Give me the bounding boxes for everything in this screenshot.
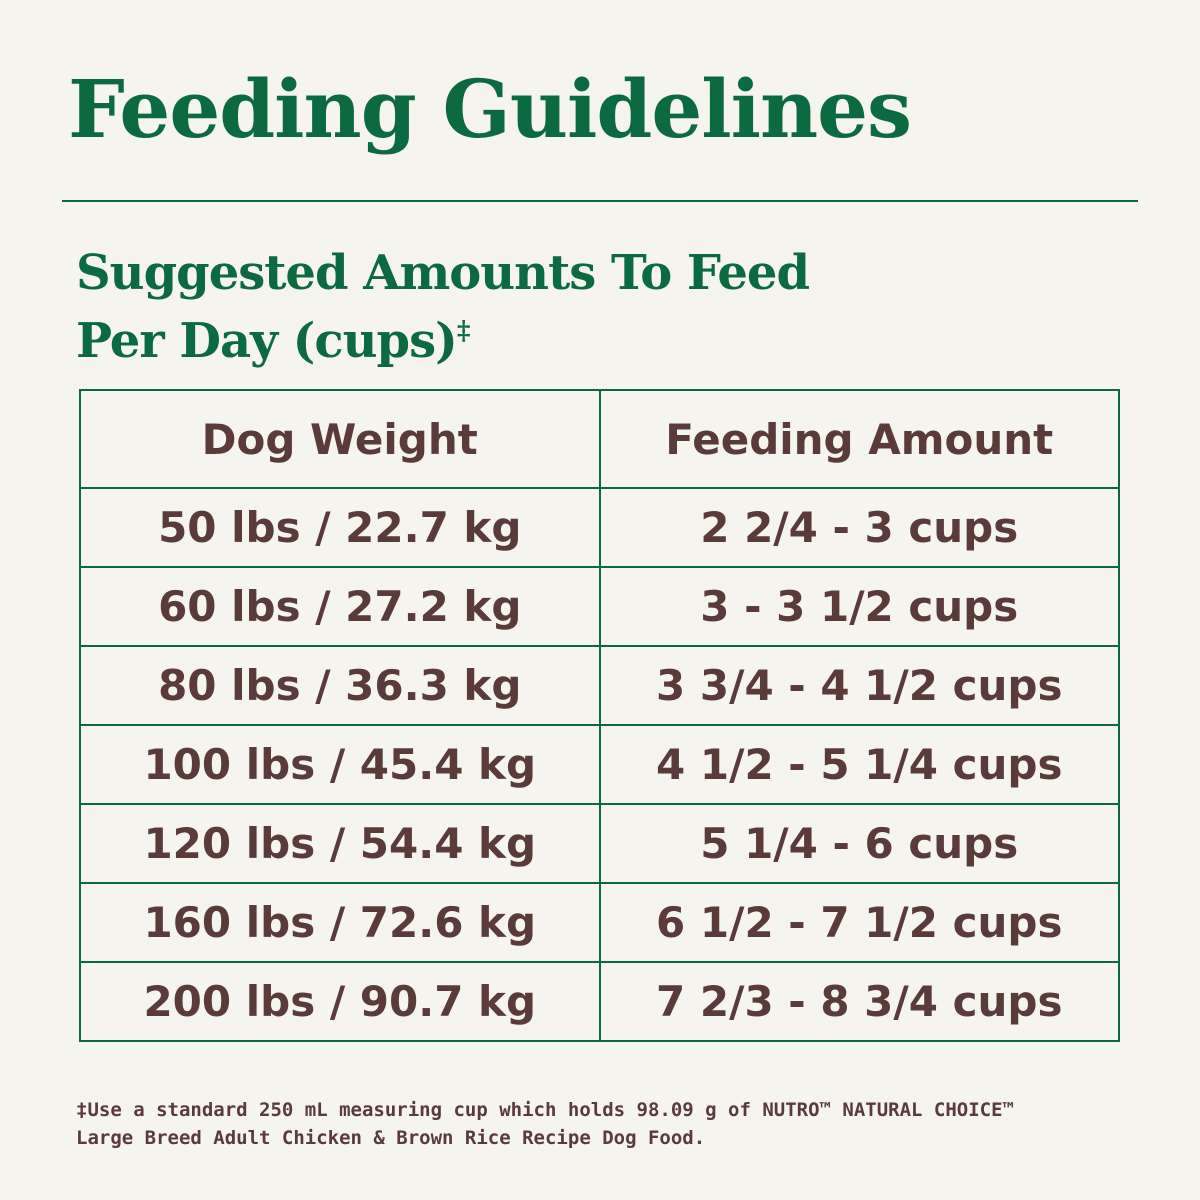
table-cell: 3 - 3 1/2 cups: [598, 566, 1120, 647]
table-cell: 4 1/2 - 5 1/4 cups: [598, 724, 1120, 805]
table-row: 160 lbs / 72.6 kg 6 1/2 - 7 1/2 cups: [79, 882, 1120, 963]
column-header: Feeding Amount: [598, 389, 1120, 489]
footnote-line: Large Breed Adult Chicken & Brown Rice R…: [76, 1127, 706, 1149]
divider: [62, 200, 1138, 202]
column-header: Dog Weight: [79, 389, 601, 489]
table-cell: 7 2/3 - 8 3/4 cups: [598, 961, 1120, 1042]
subtitle: Suggested Amounts To Feed Per Day (cups)‡: [76, 244, 810, 370]
table-cell: 100 lbs / 45.4 kg: [79, 724, 601, 805]
footnote: ‡Use a standard 250 mL measuring cup whi…: [76, 1096, 1014, 1152]
table-cell: 160 lbs / 72.6 kg: [79, 882, 601, 963]
table-row: 50 lbs / 22.7 kg 2 2/4 - 3 cups: [79, 487, 1120, 568]
footnote-line: ‡Use a standard 250 mL measuring cup whi…: [76, 1099, 1014, 1121]
table-row: 80 lbs / 36.3 kg 3 3/4 - 4 1/2 cups: [79, 645, 1120, 726]
table-cell: 6 1/2 - 7 1/2 cups: [598, 882, 1120, 963]
table-cell: 5 1/4 - 6 cups: [598, 803, 1120, 884]
table-cell: 120 lbs / 54.4 kg: [79, 803, 601, 884]
subtitle-line: Suggested Amounts To Feed: [76, 245, 810, 301]
table-cell: 3 3/4 - 4 1/2 cups: [598, 645, 1120, 726]
table-row: 200 lbs / 90.7 kg 7 2/3 - 8 3/4 cups: [79, 961, 1120, 1042]
table-row: 100 lbs / 45.4 kg 4 1/2 - 5 1/4 cups: [79, 724, 1120, 805]
feeding-table: Dog Weight Feeding Amount 50 lbs / 22.7 kg…: [79, 389, 1120, 1042]
table-cell: 80 lbs / 36.3 kg: [79, 645, 601, 726]
table-cell: 2 2/4 - 3 cups: [598, 487, 1120, 568]
table-row: 60 lbs / 27.2 kg 3 - 3 1/2 cups: [79, 566, 1120, 647]
footnote-mark: ‡: [456, 316, 471, 346]
title: Feeding Guidelines: [68, 62, 912, 156]
table-row: 120 lbs / 54.4 kg 5 1/4 - 6 cups: [79, 803, 1120, 884]
table-cell: 200 lbs / 90.7 kg: [79, 961, 601, 1042]
table-cell: 60 lbs / 27.2 kg: [79, 566, 601, 647]
subtitle-line: Per Day (cups): [76, 313, 458, 369]
table-cell: 50 lbs / 22.7 kg: [79, 487, 601, 568]
